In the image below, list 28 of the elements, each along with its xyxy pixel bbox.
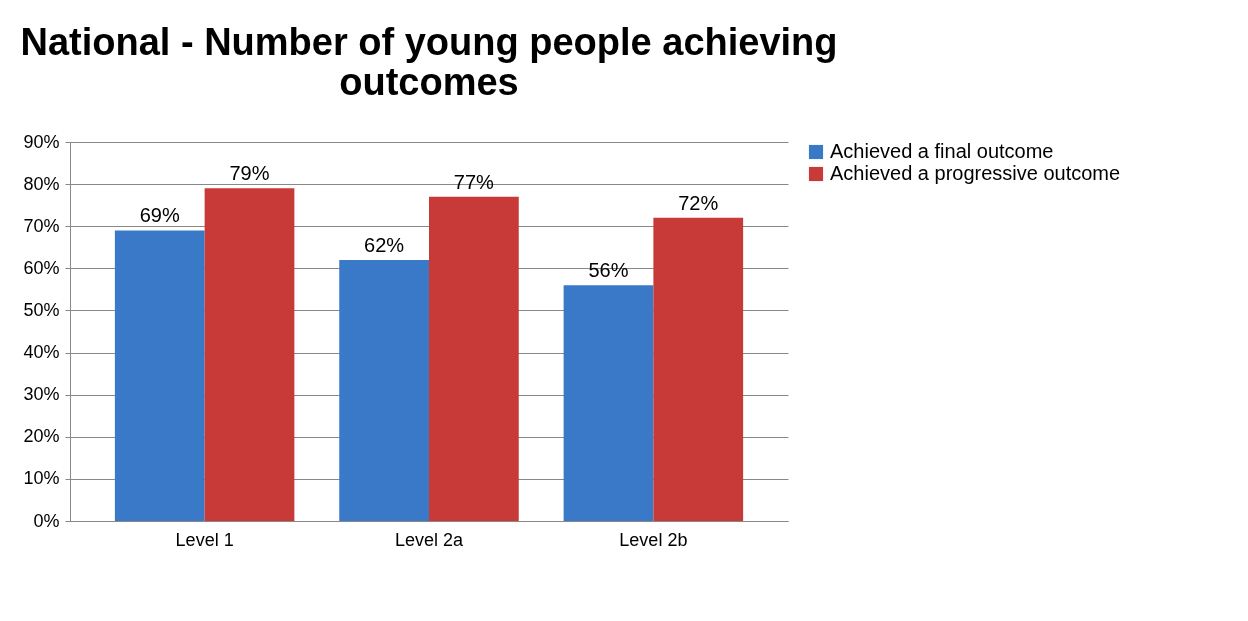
y-tick-label: 50% <box>23 299 60 320</box>
bar <box>339 259 429 521</box>
bar <box>653 217 744 521</box>
data-label: 79% <box>229 162 270 185</box>
y-tick-label: 90% <box>23 131 60 152</box>
bar <box>204 188 295 521</box>
y-tick-label: 40% <box>23 342 60 363</box>
x-tick-label: Level 1 <box>175 529 234 550</box>
y-tick-label: 70% <box>23 215 60 236</box>
y-tick-label: 80% <box>23 173 60 194</box>
x-tick-label: Level 2b <box>619 529 688 550</box>
y-tick-label: 60% <box>23 257 60 278</box>
y-tick-label: 20% <box>23 426 60 447</box>
data-label: 62% <box>364 233 405 256</box>
bar <box>429 196 519 521</box>
data-label: 69% <box>139 204 180 227</box>
x-tick-label: Level 2a <box>394 529 465 550</box>
y-tick-label: 10% <box>23 468 60 489</box>
data-label: 56% <box>588 259 629 282</box>
data-label: 72% <box>678 191 719 214</box>
bar <box>114 230 205 521</box>
bar <box>563 285 654 521</box>
y-tick-label: 30% <box>23 384 60 405</box>
y-tick-label: 0% <box>33 510 60 531</box>
data-label: 77% <box>453 170 495 193</box>
chart-title: National - Number of young people achieving outcomes <box>20 21 838 103</box>
legend-label: Achieved a final outcome <box>830 140 1054 162</box>
legend-label: Achieved a progressive outcome <box>830 162 1121 184</box>
